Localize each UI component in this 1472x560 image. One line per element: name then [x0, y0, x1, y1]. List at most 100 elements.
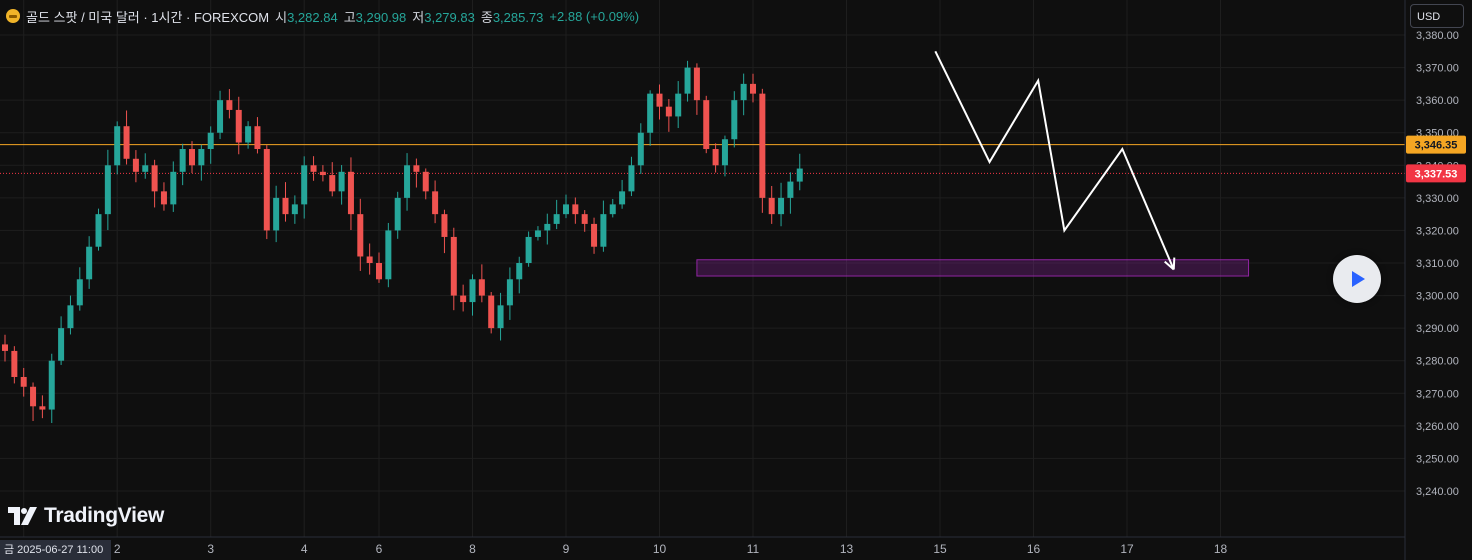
candle-body	[609, 204, 616, 215]
candle-body	[376, 263, 382, 280]
candle-body	[104, 165, 111, 215]
candle-body	[291, 204, 298, 215]
candle-body	[86, 246, 93, 280]
candle-body	[497, 305, 504, 329]
candle-body	[338, 171, 345, 192]
candle-body	[460, 295, 467, 303]
candle-body	[675, 93, 682, 117]
tradingview-icon	[8, 507, 37, 525]
candle-body	[329, 175, 336, 192]
price-tick-label: 3,300.00	[1416, 291, 1459, 303]
candle-body	[273, 197, 280, 231]
price-tick-label: 3,380.00	[1416, 30, 1459, 42]
candle-body	[525, 236, 532, 263]
price-tag-label: 3,346.35	[1415, 140, 1458, 152]
candle-body	[394, 197, 401, 231]
candle-body	[123, 126, 130, 159]
price-tick-label: 3,290.00	[1416, 323, 1459, 335]
time-tick-label: 4	[301, 542, 308, 556]
price-tick-label: 3,310.00	[1416, 258, 1459, 270]
candle-body	[160, 191, 167, 205]
candle-body	[245, 126, 252, 143]
price-tag-label: 3,337.53	[1415, 168, 1458, 180]
candle-body	[572, 204, 579, 215]
time-tick-label: 6	[376, 542, 383, 556]
candle-body	[217, 100, 224, 133]
candle-body	[385, 230, 392, 280]
open-label: 시	[275, 9, 288, 25]
candle-body	[282, 197, 289, 215]
play-replay-button[interactable]	[1333, 255, 1381, 303]
price-tick-label: 3,360.00	[1416, 95, 1459, 107]
price-axis[interactable]: 3,240.00 3,250.00 3,260.00 3,270.00 3,280.00…	[1416, 30, 1459, 498]
price-tick-label: 3,270.00	[1416, 388, 1459, 400]
price-tag-bg	[1406, 135, 1466, 154]
time-tick-label: 15	[933, 542, 947, 556]
low-value: 3,279.83	[424, 9, 475, 25]
candle-body	[591, 223, 598, 247]
candle-body	[76, 279, 83, 306]
candle-body	[740, 83, 747, 101]
time-tick-label: 2	[114, 542, 121, 556]
candle-body	[703, 100, 710, 150]
candle-body	[712, 149, 719, 166]
candle-body	[95, 214, 102, 247]
price-tick-label: 3,370.00	[1416, 63, 1459, 75]
candle-body	[235, 109, 242, 143]
candle-body	[478, 279, 485, 296]
price-tick-label: 3,280.00	[1416, 356, 1459, 368]
time-tick-label: 17	[1120, 542, 1134, 556]
candle-body	[637, 132, 644, 166]
candle-body	[488, 295, 495, 329]
candle-body	[600, 214, 607, 247]
candle-body	[619, 191, 626, 205]
candle-body	[656, 93, 663, 107]
time-tick-label: 3	[207, 542, 214, 556]
candle-body	[506, 279, 513, 306]
time-tick-label: 18	[1214, 542, 1228, 556]
candle-body	[787, 181, 794, 198]
candlesticks	[2, 60, 803, 423]
candle-body	[665, 106, 672, 117]
candle-body	[58, 328, 65, 361]
candle-body	[132, 158, 139, 172]
open-value: 3,282.84	[287, 9, 338, 25]
candle-body	[151, 165, 158, 192]
candle-body	[647, 93, 654, 133]
candle-body	[563, 204, 569, 215]
candle-body	[254, 126, 261, 150]
candle-body	[544, 223, 551, 231]
candle-body	[796, 168, 803, 182]
arrow-head-stroke	[1172, 257, 1176, 270]
time-tick-label: 9	[563, 542, 570, 556]
candle-body	[581, 214, 588, 224]
support-zone[interactable]	[696, 259, 1250, 277]
candle-body	[207, 132, 214, 150]
price-tick-label: 3,250.00	[1416, 453, 1459, 465]
candle-body	[553, 214, 560, 224]
candle-body	[450, 236, 457, 296]
candle-body	[759, 93, 766, 198]
close-label: 종	[480, 9, 493, 25]
candle-body	[404, 165, 411, 198]
candle-body	[469, 279, 476, 303]
time-axis[interactable]: 7월23468910111315161718	[15, 542, 1228, 556]
tradingview-logo[interactable]: TradingView	[8, 504, 164, 528]
candle-body	[628, 165, 635, 192]
zigzag-projection[interactable]	[934, 50, 1175, 270]
candle-body	[357, 214, 364, 257]
candle-body	[413, 165, 420, 172]
candle-body	[189, 149, 195, 166]
grid-lines	[0, 0, 1405, 537]
candle-body	[768, 197, 775, 215]
candle-body	[179, 149, 186, 172]
high-label: 고	[343, 9, 356, 25]
currency-button[interactable]: USD	[1410, 4, 1464, 28]
candle-body	[534, 230, 541, 237]
candle-body	[2, 344, 8, 351]
close-value: 3,285.73	[492, 9, 544, 25]
symbol-title[interactable]: 골드 스팟 / 미국 달러 · 1시간 · FOREXCOM	[26, 9, 270, 25]
candle-body	[347, 171, 354, 215]
candle-body	[67, 305, 74, 329]
